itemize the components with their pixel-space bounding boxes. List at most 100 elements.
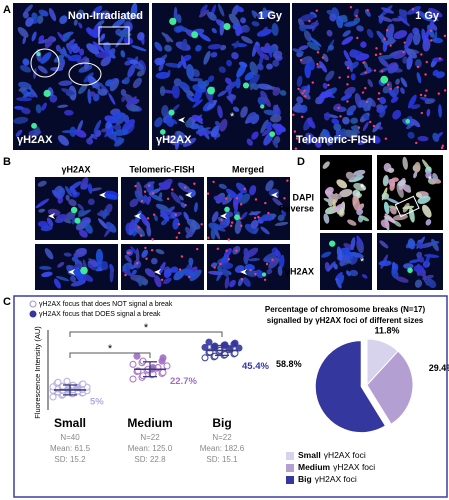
micrograph bbox=[377, 155, 443, 231]
highlight-circle bbox=[30, 48, 60, 78]
chromosome bbox=[37, 65, 48, 74]
telomere-signal bbox=[178, 231, 181, 235]
chromosome bbox=[102, 208, 108, 220]
telomere-signal bbox=[346, 100, 349, 103]
chromosome bbox=[141, 249, 148, 258]
foci-signal bbox=[407, 267, 413, 274]
data-point bbox=[163, 362, 171, 370]
telomere-signal bbox=[220, 218, 223, 222]
stain-label: γH2AX bbox=[156, 134, 192, 146]
chromosome bbox=[330, 193, 343, 200]
chromosome bbox=[333, 134, 340, 141]
chromosome bbox=[362, 121, 369, 132]
row-label: γH2AX bbox=[285, 266, 314, 276]
chromosome bbox=[57, 104, 69, 108]
data-point bbox=[221, 341, 229, 349]
chromosome bbox=[109, 267, 114, 283]
data-point bbox=[201, 343, 209, 351]
micrograph bbox=[35, 177, 119, 240]
chromosome bbox=[143, 194, 150, 205]
data-point bbox=[129, 375, 137, 383]
telomere-signal bbox=[389, 44, 392, 47]
telomere-signal bbox=[144, 246, 147, 250]
chromosome bbox=[248, 74, 260, 87]
marker: * bbox=[230, 111, 235, 123]
legend-category: Medium bbox=[298, 462, 331, 472]
chromosome bbox=[235, 6, 244, 13]
chromosome bbox=[114, 138, 125, 147]
chromosome bbox=[87, 183, 93, 194]
chromosome bbox=[407, 238, 416, 250]
chromosome bbox=[348, 57, 353, 73]
chromosome bbox=[146, 224, 152, 237]
chromosome bbox=[57, 196, 64, 204]
chromosome bbox=[272, 50, 283, 59]
chromosome bbox=[40, 52, 52, 64]
chromosome bbox=[366, 28, 374, 38]
chromosome bbox=[340, 93, 353, 101]
chromosome bbox=[268, 256, 280, 269]
foci-signal bbox=[31, 122, 37, 129]
data-point bbox=[159, 368, 167, 377]
chromosome bbox=[25, 17, 34, 27]
chromosome bbox=[208, 270, 224, 276]
chromosome bbox=[424, 29, 430, 44]
foci-signal bbox=[380, 75, 389, 84]
telomere-signal bbox=[227, 257, 230, 261]
column-header: γH2AX bbox=[61, 164, 90, 174]
chromosome bbox=[240, 106, 248, 118]
legend-label: Small γH2AX foci bbox=[298, 450, 366, 460]
chromosome bbox=[214, 120, 221, 128]
chromosome bbox=[171, 266, 178, 273]
chromosome bbox=[124, 11, 131, 21]
chromosome bbox=[61, 88, 75, 95]
sd-label: SD: 15.1 bbox=[206, 455, 238, 464]
chromosome bbox=[413, 161, 421, 173]
chromosome bbox=[327, 261, 336, 272]
chromosome bbox=[377, 54, 393, 60]
chromosome bbox=[331, 118, 340, 125]
chromosome bbox=[390, 96, 399, 103]
chromosome bbox=[251, 21, 260, 27]
chromosome bbox=[33, 68, 37, 80]
chromosome bbox=[109, 78, 120, 92]
chromosome bbox=[207, 44, 223, 50]
chromosome bbox=[379, 105, 388, 113]
category-label: Medium bbox=[127, 416, 172, 430]
chromosome bbox=[294, 102, 302, 110]
chromosome bbox=[129, 219, 136, 231]
telomere-signal bbox=[349, 6, 353, 9]
foci-signal bbox=[191, 31, 199, 39]
chromosome bbox=[78, 22, 83, 29]
telomere-signal bbox=[389, 87, 392, 91]
foci-signal bbox=[36, 52, 41, 57]
chromosome bbox=[97, 218, 108, 230]
telomere-signal bbox=[239, 203, 243, 206]
chromosome bbox=[134, 65, 145, 71]
telomere-signal bbox=[316, 51, 320, 54]
pie-value-label: 11.8% bbox=[374, 325, 399, 335]
chromosome bbox=[236, 63, 247, 78]
category-label: Small bbox=[54, 416, 86, 430]
telomere-signal bbox=[137, 226, 141, 229]
chromosome bbox=[321, 91, 333, 99]
telomere-signal bbox=[373, 69, 377, 72]
chromosome bbox=[23, 4, 33, 14]
chromosome bbox=[326, 29, 333, 37]
telomere-signal bbox=[311, 81, 315, 84]
telomere-signal bbox=[355, 14, 358, 18]
chromosome bbox=[413, 264, 424, 273]
chromosome bbox=[93, 119, 102, 134]
telomere-signal bbox=[175, 236, 178, 239]
marker: * bbox=[360, 182, 365, 194]
significance-bracket bbox=[69, 331, 223, 337]
chromosome bbox=[183, 211, 190, 221]
chromosome bbox=[130, 246, 138, 255]
row-label: DAPI bbox=[292, 192, 314, 202]
chromosome bbox=[59, 15, 68, 25]
chromosome bbox=[358, 215, 370, 222]
chromosome bbox=[432, 173, 439, 182]
chromosome bbox=[58, 80, 73, 86]
chromosome bbox=[261, 214, 272, 222]
